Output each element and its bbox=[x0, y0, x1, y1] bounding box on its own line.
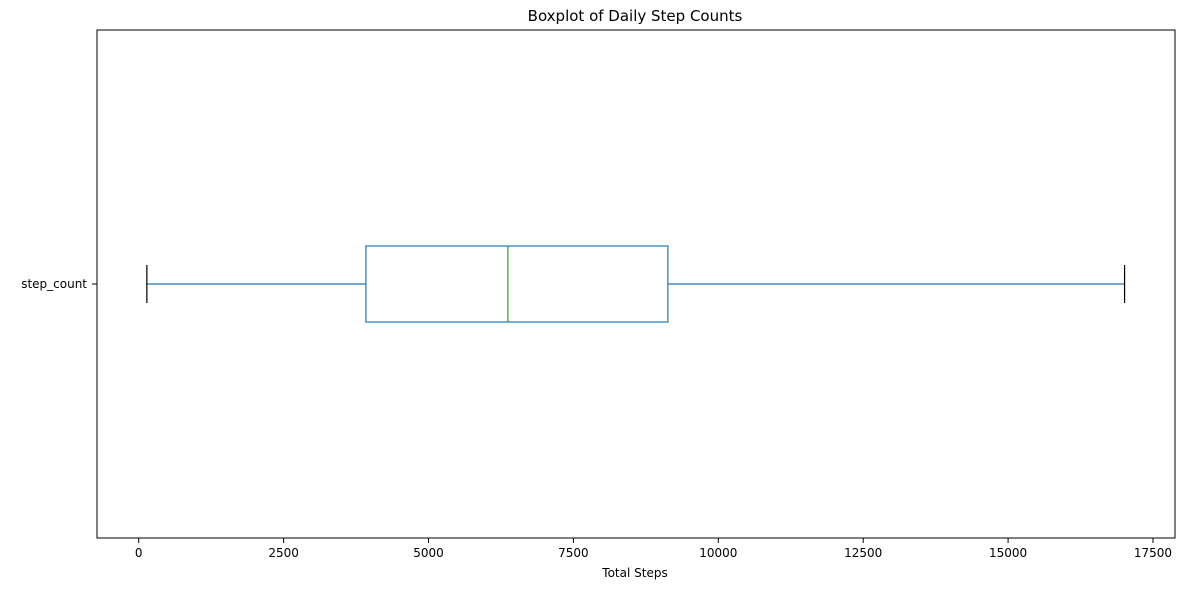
x-tick-label: 17500 bbox=[1134, 546, 1172, 560]
chart-title: Boxplot of Daily Step Counts bbox=[528, 7, 743, 25]
x-tick-label: 15000 bbox=[989, 546, 1027, 560]
plot-area: 0 2500 5000 7500 10000 12500 15000 17500 step_co… bbox=[21, 29, 1176, 560]
x-tick-label: 0 bbox=[135, 546, 143, 560]
x-tick-label: 7500 bbox=[558, 546, 589, 560]
x-tick-label: 5000 bbox=[413, 546, 444, 560]
x-tick-label: 12500 bbox=[844, 546, 882, 560]
x-tick-label: 10000 bbox=[699, 546, 737, 560]
iqr-box bbox=[365, 245, 669, 323]
y-tick-label: step_count bbox=[21, 277, 87, 291]
x-axis-label: Total Steps bbox=[601, 566, 667, 580]
x-tick-label: 2500 bbox=[268, 546, 299, 560]
